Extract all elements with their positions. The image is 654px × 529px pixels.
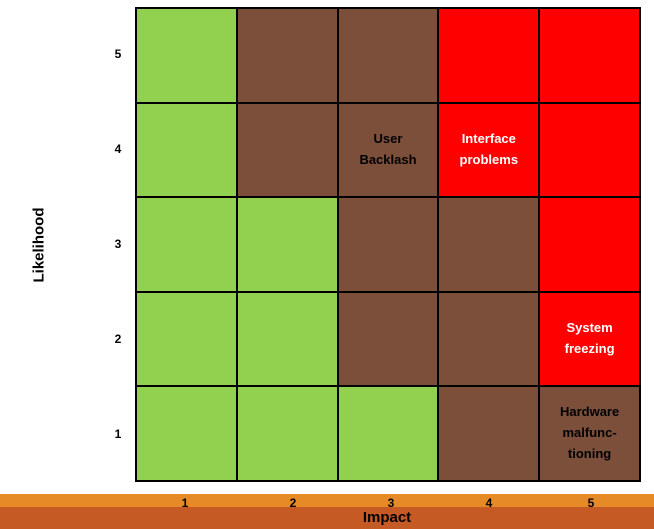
axis-orange-stripe (0, 494, 654, 507)
risk-cell (438, 386, 540, 481)
risk-matrix-grid: User Backlash Interface problems System fr… (135, 7, 641, 482)
risk-cell (438, 291, 540, 387)
risk-cell (539, 102, 640, 198)
risk-label: Interface problems (459, 131, 519, 167)
risk-cell (136, 386, 237, 481)
y-tick-label: 1 (114, 427, 122, 441)
x-tick-label: 4 (485, 496, 493, 510)
risk-cell: User Backlash (337, 102, 439, 198)
risk-cell (337, 386, 439, 481)
risk-label: System freezing (564, 320, 615, 357)
risk-cell (136, 102, 237, 198)
risk-cell (337, 197, 439, 292)
x-tick-label: 5 (587, 496, 595, 510)
x-tick-label: 2 (289, 496, 297, 510)
x-tick-label: 3 (387, 496, 395, 510)
risk-cell (337, 8, 439, 103)
y-axis-title: Likelihood (30, 207, 48, 283)
risk-cell (136, 197, 237, 292)
y-tick-label: 4 (114, 142, 122, 156)
risk-cell (337, 291, 439, 387)
x-tick-label: 1 (181, 496, 189, 510)
axis-brown-band (0, 507, 654, 529)
risk-cell (539, 197, 640, 292)
risk-cell (539, 8, 640, 103)
risk-label: Hardware malfunc- tioning (559, 404, 620, 462)
y-tick-label: 3 (114, 237, 122, 251)
risk-label: User Backlash (359, 131, 417, 167)
risk-cell (236, 291, 338, 387)
risk-cell (236, 386, 338, 481)
x-axis-title: Impact (362, 509, 412, 526)
risk-cell (236, 102, 338, 198)
risk-cell: System freezing (539, 291, 640, 387)
y-tick-label: 2 (114, 332, 122, 346)
risk-cell (136, 8, 237, 103)
risk-cell (438, 8, 540, 103)
y-tick-label: 5 (114, 47, 122, 61)
risk-cell (438, 197, 540, 292)
risk-cell: Hardware malfunc- tioning (539, 386, 640, 481)
risk-cell (236, 197, 338, 292)
risk-cell (236, 8, 338, 103)
risk-cell: Interface problems (438, 102, 540, 198)
risk-cell (136, 291, 237, 387)
